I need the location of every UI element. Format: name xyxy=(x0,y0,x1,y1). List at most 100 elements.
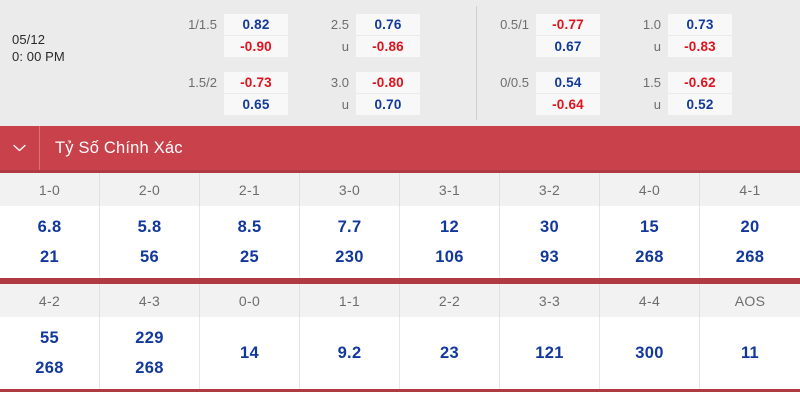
handicap-label: 0/0.5 xyxy=(500,75,529,90)
odds-market-cell[interactable]: 0.5/1 -0.77 xyxy=(490,14,600,35)
score-header-cell: 3-1 xyxy=(400,173,500,206)
odds-market-cell[interactable]: 3.0 -0.80 xyxy=(310,72,420,93)
score-odds-cell[interactable]: 14 xyxy=(200,317,300,389)
score-value-row: 6.8 21 5.8 56 8.5 25 7.7 230 12 106 30 93 15 268 20 268 xyxy=(0,206,800,278)
score-odds-secondary: 268 xyxy=(135,359,164,377)
score-odds-primary: 11 xyxy=(740,344,760,362)
odds-market-cell[interactable]: u -0.86 xyxy=(310,36,420,57)
odds-market-cell[interactable]: 2.5 0.76 xyxy=(310,14,420,35)
score-odds-cell[interactable]: 6.8 21 xyxy=(0,206,100,278)
odds-market-cell[interactable]: 1/1.5 0.82 xyxy=(178,14,288,35)
collapse-toggle[interactable] xyxy=(0,126,40,170)
odds-value-button[interactable]: 0.70 xyxy=(356,94,420,115)
handicap-label: u xyxy=(653,97,661,112)
chevron-down-icon xyxy=(13,144,26,152)
score-header-row: 1-0 2-0 2-1 3-0 3-1 3-2 4-0 4-1 xyxy=(0,173,800,206)
handicap-label: 0.5/1 xyxy=(500,17,529,32)
score-odds-cell[interactable]: 15 268 xyxy=(600,206,700,278)
odds-value-button[interactable]: 0.65 xyxy=(224,94,288,115)
handicap-label: 2.5 xyxy=(330,17,349,32)
score-header-cell: 4-0 xyxy=(600,173,700,206)
odds-market-cell[interactable]: 0/0.5 0.54 xyxy=(490,72,600,93)
odds-market-cell[interactable]: 0.65 xyxy=(178,94,288,115)
odds-value-button[interactable]: -0.86 xyxy=(356,36,420,57)
handicap-label: 1.5 xyxy=(642,75,661,90)
score-odds-cell[interactable]: 229 268 xyxy=(100,317,200,389)
handicap-label: 1.0 xyxy=(642,17,661,32)
score-header-cell: 2-2 xyxy=(400,284,500,317)
score-odds-primary: 12 xyxy=(440,218,459,236)
odds-value-button[interactable]: -0.90 xyxy=(224,36,288,57)
score-header-cell: 3-3 xyxy=(500,284,600,317)
section-header-correct-score[interactable]: Tỷ Số Chính Xác xyxy=(0,126,800,170)
match-time: 0: 00 PM xyxy=(12,49,65,64)
odds-market-cell[interactable]: u 0.70 xyxy=(310,94,420,115)
odds-market-cell[interactable]: 0.67 xyxy=(490,36,600,57)
score-odds-primary: 15 xyxy=(640,218,659,236)
score-header-cell: 2-0 xyxy=(100,173,200,206)
odds-value-button[interactable]: 0.73 xyxy=(668,14,732,35)
score-odds-primary: 20 xyxy=(740,218,760,236)
odds-value-button[interactable]: -0.64 xyxy=(536,94,600,115)
odds-value-button[interactable]: -0.80 xyxy=(356,72,420,93)
score-odds-cell[interactable]: 12 106 xyxy=(400,206,500,278)
odds-market-cell[interactable]: 1.0 0.73 xyxy=(622,14,732,35)
score-header-cell: 1-0 xyxy=(0,173,100,206)
score-odds-cell[interactable]: 23 xyxy=(400,317,500,389)
odds-value-button[interactable]: 0.52 xyxy=(668,94,732,115)
handicap-label: u xyxy=(653,39,661,54)
score-odds-secondary: 268 xyxy=(635,248,664,266)
score-odds-secondary: 56 xyxy=(140,248,159,266)
odds-value-button[interactable]: 0.67 xyxy=(536,36,600,57)
odds-market-cell[interactable]: u -0.83 xyxy=(622,36,732,57)
odds-value-button[interactable]: -0.62 xyxy=(668,72,732,93)
score-odds-cell[interactable]: 121 xyxy=(500,317,600,389)
score-value-row: 55 268 229 268 14 9.2 23 121 300 11 xyxy=(0,317,800,389)
score-odds-cell[interactable]: 30 93 xyxy=(500,206,600,278)
score-header-cell: 0-0 xyxy=(200,284,300,317)
score-odds-cell[interactable]: 300 xyxy=(600,317,700,389)
score-odds-cell[interactable]: 20 268 xyxy=(700,206,800,278)
score-odds-cell[interactable]: 7.7 230 xyxy=(300,206,400,278)
odds-value-button[interactable]: 0.82 xyxy=(224,14,288,35)
odds-value-button[interactable]: 0.76 xyxy=(356,14,420,35)
handicap-label: 3.0 xyxy=(330,75,349,90)
odds-panel: 05/12 0: 00 PM 1/1.5 0.82 -0.90 1.5/2 -0.73 0… xyxy=(0,0,800,126)
score-odds-primary: 6.8 xyxy=(37,218,62,236)
panel-vertical-divider xyxy=(476,6,477,120)
odds-value-button[interactable]: -0.77 xyxy=(536,14,600,35)
odds-market-cell[interactable]: 1.5/2 -0.73 xyxy=(178,72,288,93)
score-odds-primary: 121 xyxy=(535,344,564,362)
score-odds-secondary: 25 xyxy=(240,248,259,266)
score-odds-cell[interactable]: 55 268 xyxy=(0,317,100,389)
odds-market-cell[interactable]: -0.90 xyxy=(178,36,288,57)
score-header-cell: AOS xyxy=(734,292,766,309)
odds-value-button[interactable]: -0.73 xyxy=(224,72,288,93)
score-odds-cell[interactable]: 8.5 25 xyxy=(200,206,300,278)
handicap-label: u xyxy=(341,97,349,112)
correct-score-grid: 1-0 2-0 2-1 3-0 3-1 3-2 4-0 4-1 6.8 21 5.8 56 8.5 25 7… xyxy=(0,170,800,392)
score-odds-secondary: 93 xyxy=(540,248,559,266)
score-header-cell: 4-4 xyxy=(600,284,700,317)
score-odds-primary: 8.5 xyxy=(237,218,262,236)
section-title: Tỷ Số Chính Xác xyxy=(55,138,183,157)
odds-market-cell[interactable]: -0.64 xyxy=(490,94,600,115)
odds-market-cell[interactable]: 1.5 -0.62 xyxy=(622,72,732,93)
score-odds-cell[interactable]: 11 xyxy=(700,317,800,389)
odds-market-cell[interactable]: u 0.52 xyxy=(622,94,732,115)
score-block: 4-2 4-3 0-0 1-1 2-2 3-3 4-4 AOS 55 268 229 268 14 9.2… xyxy=(0,281,800,392)
score-odds-cell[interactable]: 9.2 xyxy=(300,317,400,389)
odds-value-button[interactable]: -0.83 xyxy=(668,36,732,57)
score-odds-cell[interactable]: 5.8 56 xyxy=(100,206,200,278)
handicap-label: 1.5/2 xyxy=(188,75,217,90)
odds-value-button[interactable]: 0.54 xyxy=(536,72,600,93)
score-header-cell: 4-2 xyxy=(0,284,100,317)
match-datetime: 05/12 0: 00 PM xyxy=(12,31,65,65)
score-header-cell: 4-1 xyxy=(739,181,761,198)
score-odds-primary: 9.2 xyxy=(337,344,362,362)
score-odds-primary: 55 xyxy=(40,329,59,347)
score-odds-primary: 30 xyxy=(540,218,559,236)
score-header-cell: 3-0 xyxy=(300,173,400,206)
handicap-label: u xyxy=(341,39,349,54)
